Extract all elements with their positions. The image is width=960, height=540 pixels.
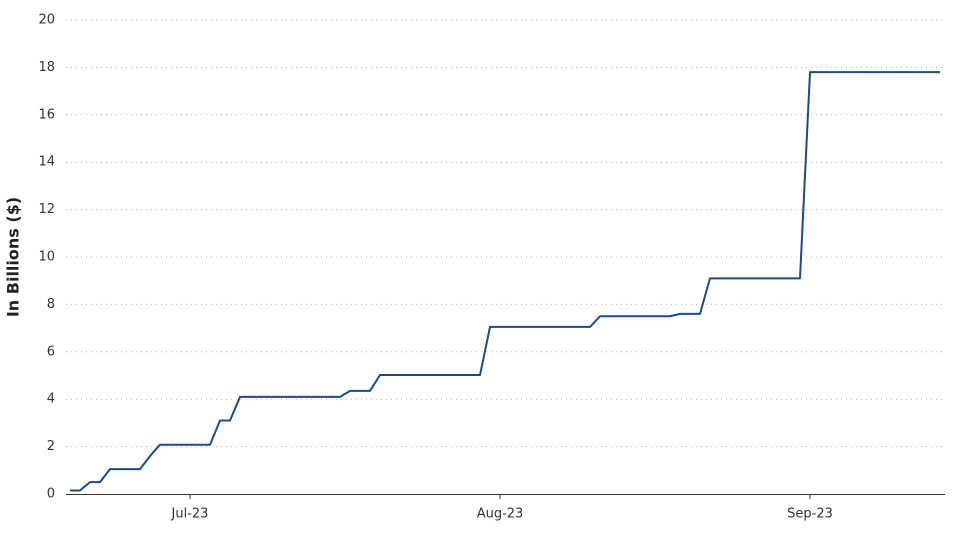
y-tick-label: 2 [47, 439, 55, 454]
y-tick-label: 8 [47, 297, 55, 312]
x-tick-label: Jul-23 [171, 507, 209, 522]
x-tick-label: Sep-23 [787, 507, 833, 522]
y-tick-label: 4 [47, 392, 55, 407]
y-tick-label: 18 [38, 60, 55, 75]
x-tick-label: Aug-23 [477, 507, 524, 522]
y-tick-label: 20 [38, 13, 55, 28]
y-tick-label: 14 [38, 155, 55, 170]
y-tick-label: 0 [47, 487, 55, 502]
y-tick-label: 10 [38, 250, 55, 265]
y-axis-label: In Billions ($) [4, 197, 23, 317]
y-tick-label: 16 [38, 107, 55, 122]
y-tick-label: 6 [47, 344, 55, 359]
data-line [70, 71, 940, 492]
y-tick-label: 12 [38, 202, 55, 217]
